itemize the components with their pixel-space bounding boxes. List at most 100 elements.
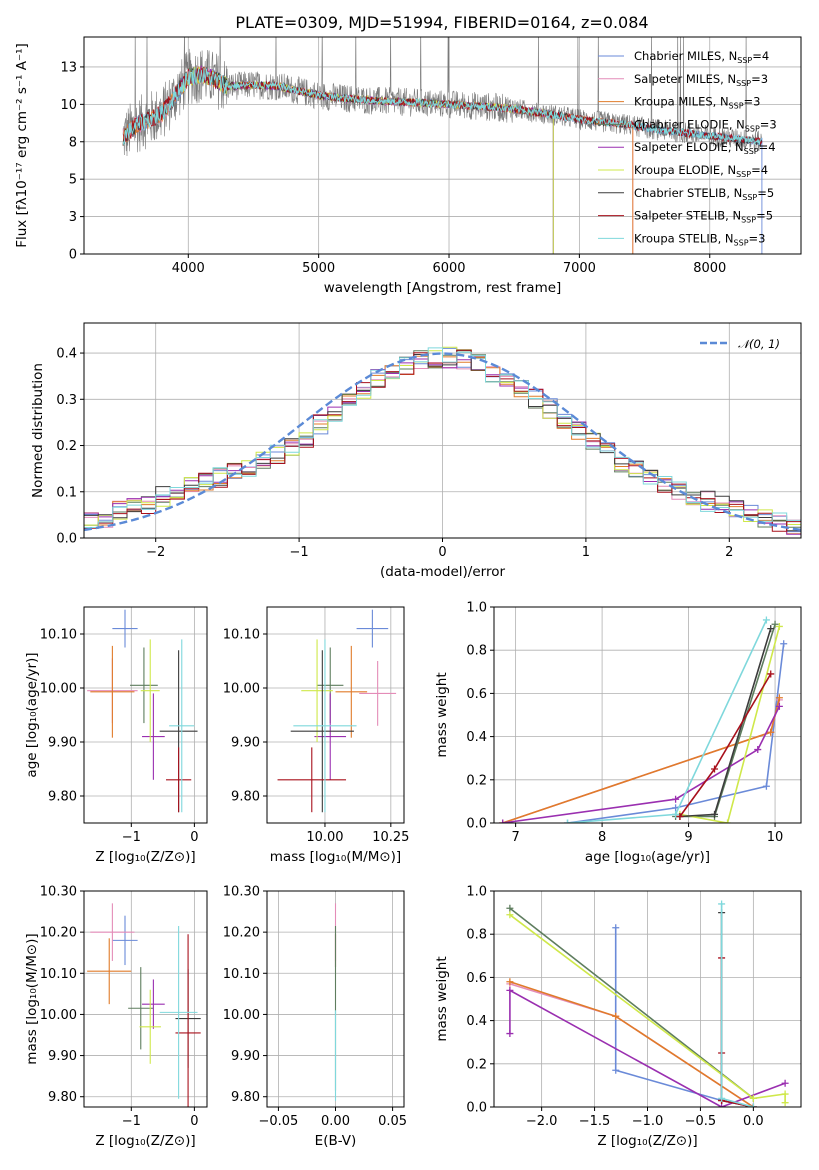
x-tick-label: 0.00 <box>321 1114 350 1129</box>
data-point-marker <box>781 1079 789 1087</box>
chart-age_vs_Z: −1 0 9.80 9.90 10.00 10.10 Z [log₁₀(Z/Z⊙)] age … <box>24 606 208 865</box>
data-point-marker <box>781 1090 789 1098</box>
data-point-marker <box>718 900 726 908</box>
x-axis-label: Z [log₁₀(Z/Z⊙)] <box>95 1133 195 1149</box>
plot-area <box>84 346 801 535</box>
histogram-salpeter-stelib <box>84 349 801 532</box>
y-tick-label: 9.90 <box>48 736 77 751</box>
errorbar-point <box>301 639 333 742</box>
y-tick-label: 5 <box>69 173 77 188</box>
errorbar-point <box>169 639 195 813</box>
errorbar-point <box>140 639 160 742</box>
errorbar-point <box>166 747 192 813</box>
y-tick-label: 10.10 <box>40 628 77 643</box>
data-point-marker <box>612 1012 620 1020</box>
y-tick-label: 10.00 <box>223 682 260 697</box>
x-tick-label: 2 <box>725 545 733 560</box>
errorbar-point <box>112 609 138 648</box>
x-tick-label: 10.25 <box>372 830 409 845</box>
x-tick-label: 9 <box>684 830 692 845</box>
observed-spectrum <box>122 37 763 157</box>
data-point-marker <box>749 1094 757 1102</box>
errorbar-point <box>139 989 161 1064</box>
errorbar-point <box>277 747 347 813</box>
y-tick-label: 9.80 <box>231 1090 260 1105</box>
y-axis-label: mass weight <box>434 672 450 757</box>
axes-frame <box>493 606 802 824</box>
legend-entry: 𝒩(0, 1) <box>738 337 780 351</box>
data-point-marker <box>506 904 514 912</box>
y-tick-label: 9.80 <box>48 790 77 805</box>
y-tick-label: 1.0 <box>466 885 487 900</box>
y-tick-label: 10.30 <box>40 885 77 900</box>
data-point-marker <box>672 810 680 818</box>
y-tick-label: 1.0 <box>466 601 487 616</box>
y-tick-label: 0.0 <box>466 817 487 832</box>
x-axis-label: (data-model)/error <box>380 564 506 580</box>
histogram-kroupa-stelib <box>84 347 801 528</box>
legend-entry: Chabrier ELODIE, NSSP=3 <box>634 117 777 133</box>
data-point-marker <box>499 819 507 823</box>
series-line <box>509 907 754 1100</box>
y-tick-label: 0.0 <box>56 532 77 547</box>
y-tick-label: 0.4 <box>466 1014 487 1029</box>
legend: 𝒩(0, 1) <box>700 337 780 351</box>
chart-residuals: −2 −1 0 1 2 0.0 0.1 0.2 0.3 0.4 (data-model)/error… <box>30 322 802 580</box>
y-tick-label: 0.3 <box>56 393 77 408</box>
x-tick-label: −0.5 <box>685 1114 717 1129</box>
errorbar-point <box>87 938 132 1005</box>
data-point-marker <box>506 1030 514 1038</box>
ticks: 4000 5000 6000 7000 8000 0 3 5 8 10 13 <box>60 60 726 276</box>
y-tick-label: 0.8 <box>466 928 487 943</box>
x-tick-label: 10 <box>767 830 784 845</box>
errorbar-point <box>112 915 138 966</box>
ticks: −0.05 0.00 0.05 9.80 9.90 10.00 10.10 10.20 10.3… <box>223 885 407 1130</box>
legend-entry: Chabrier MILES, NSSP=4 <box>634 49 769 65</box>
y-axis-label: Flux [fλ10⁻¹⁷ erg cm⁻² s⁻¹ A⁻¹] <box>14 43 30 248</box>
x-axis-label: E(B-V) <box>315 1133 357 1149</box>
data-point-marker <box>749 1103 757 1107</box>
legend-entry: Kroupa STELIB, NSSP=3 <box>634 231 765 247</box>
y-tick-label: 3 <box>69 210 77 225</box>
x-tick-label: 4000 <box>172 261 205 276</box>
data-point-marker <box>767 728 775 736</box>
series-line <box>679 673 772 817</box>
y-axis-label: age [log₁₀(age/yr)] <box>24 652 40 777</box>
gridlines <box>494 890 801 1108</box>
data-point-marker <box>754 746 762 754</box>
errorbar-point <box>175 934 201 1107</box>
data-point-marker <box>718 1103 726 1107</box>
chart-spectrum: 4000 5000 6000 7000 8000 0 3 5 8 10 13 wavelength [… <box>14 36 802 296</box>
plot-area <box>122 37 763 254</box>
x-tick-label: −2.0 <box>526 1114 558 1129</box>
x-tick-label: 8 <box>598 830 606 845</box>
data-point-marker <box>676 813 684 821</box>
y-axis-label: mass weight <box>434 956 450 1041</box>
gridlines <box>494 606 801 824</box>
y-tick-label: 8 <box>69 135 77 150</box>
axes-frame <box>83 36 802 255</box>
model-spectrum <box>122 67 763 146</box>
x-axis-label: wavelength [Angstrom, rest frame] <box>324 280 562 296</box>
x-tick-label: 0 <box>190 830 198 845</box>
y-tick-label: 0.4 <box>56 347 77 362</box>
data-point-marker <box>771 620 779 628</box>
data-point-marker <box>775 702 783 710</box>
plot-area <box>87 903 201 1107</box>
y-tick-label: 10.00 <box>223 1008 260 1023</box>
errorbar-point <box>335 645 368 738</box>
legend-entry: Salpeter ELODIE, NSSP=4 <box>634 140 776 156</box>
y-tick-label: 0.1 <box>56 485 77 500</box>
data-point-marker <box>762 616 770 624</box>
x-tick-label: 0.05 <box>378 1114 407 1129</box>
y-tick-label: 0.0 <box>466 1101 487 1116</box>
legend-entry: Salpeter STELIB, NSSP=5 <box>634 209 773 225</box>
y-tick-label: 10.20 <box>223 926 260 941</box>
ticks: 7 8 9 10 0.0 0.2 0.4 0.6 0.8 1.0 <box>466 601 783 846</box>
y-tick-label: 10.10 <box>223 628 260 643</box>
data-point-marker <box>506 978 514 986</box>
ticks: −2 −1 0 1 2 0.0 0.1 0.2 0.3 0.4 <box>56 347 733 560</box>
y-tick-label: 10.00 <box>40 1008 77 1023</box>
series-line <box>502 706 781 823</box>
data-point-marker <box>506 911 514 919</box>
